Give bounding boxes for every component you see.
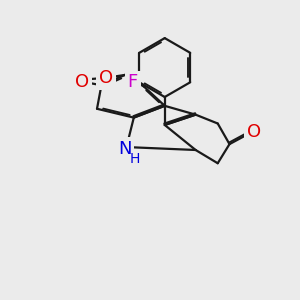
Text: O: O [99,69,113,87]
Text: O: O [75,73,89,91]
Text: N: N [118,140,132,158]
Text: H: H [130,152,140,167]
Text: O: O [247,123,261,141]
Text: F: F [128,73,138,91]
